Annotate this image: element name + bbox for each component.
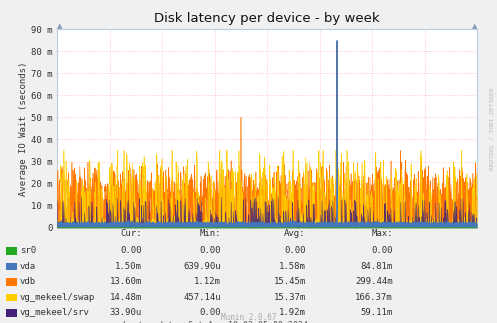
Text: 1.50m: 1.50m: [115, 262, 142, 271]
Text: vdb: vdb: [20, 277, 36, 287]
Text: 0.00: 0.00: [200, 308, 221, 318]
Text: 0.00: 0.00: [371, 246, 393, 255]
Text: Munin 2.0.67: Munin 2.0.67: [221, 313, 276, 322]
Text: 13.60m: 13.60m: [109, 277, 142, 287]
Text: 15.45m: 15.45m: [273, 277, 306, 287]
Text: 457.14u: 457.14u: [183, 293, 221, 302]
Text: vda: vda: [20, 262, 36, 271]
Text: vg_mekeel/swap: vg_mekeel/swap: [20, 293, 95, 302]
Text: ▲: ▲: [57, 23, 63, 29]
Text: Max:: Max:: [371, 229, 393, 238]
Text: 33.90u: 33.90u: [109, 308, 142, 318]
Text: 1.12m: 1.12m: [194, 277, 221, 287]
Text: vg_mekeel/srv: vg_mekeel/srv: [20, 308, 90, 318]
Text: 299.44m: 299.44m: [355, 277, 393, 287]
Text: 0.00: 0.00: [120, 246, 142, 255]
Title: Disk latency per device - by week: Disk latency per device - by week: [155, 12, 380, 25]
Text: 0.00: 0.00: [200, 246, 221, 255]
Y-axis label: Average IO Wait (seconds): Average IO Wait (seconds): [19, 61, 28, 196]
Text: 1.92m: 1.92m: [279, 308, 306, 318]
Text: 84.81m: 84.81m: [360, 262, 393, 271]
Text: Cur:: Cur:: [120, 229, 142, 238]
Text: Min:: Min:: [200, 229, 221, 238]
Text: RRDTOOL / TOBI OETIKER: RRDTOOL / TOBI OETIKER: [490, 88, 495, 171]
Text: sr0: sr0: [20, 246, 36, 255]
Text: Avg:: Avg:: [284, 229, 306, 238]
Text: 14.48m: 14.48m: [109, 293, 142, 302]
Text: ▲: ▲: [472, 23, 477, 29]
Text: 166.37m: 166.37m: [355, 293, 393, 302]
Text: 639.90u: 639.90u: [183, 262, 221, 271]
Text: 15.37m: 15.37m: [273, 293, 306, 302]
Text: Last update: Sat Aug 10 02:05:00 2024: Last update: Sat Aug 10 02:05:00 2024: [123, 321, 308, 323]
Text: 59.11m: 59.11m: [360, 308, 393, 318]
Text: 1.58m: 1.58m: [279, 262, 306, 271]
Text: 0.00: 0.00: [284, 246, 306, 255]
